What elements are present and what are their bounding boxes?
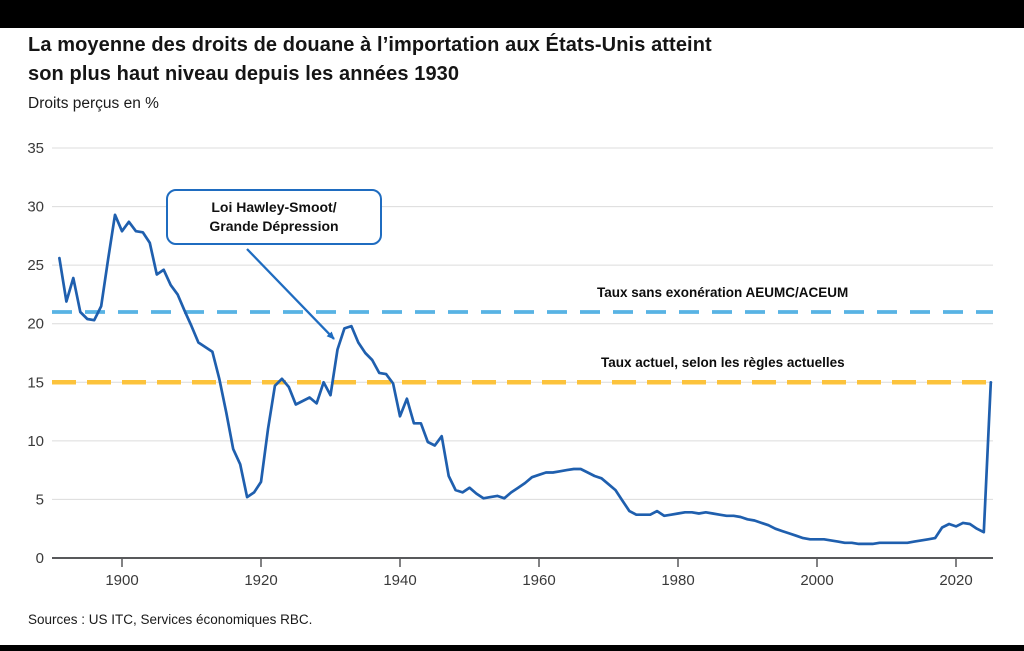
chart-title-line2: son plus haut niveau depuis les années 1…	[28, 63, 460, 85]
top-border-bar	[0, 0, 1024, 28]
y-tick-label-20: 20	[27, 316, 44, 333]
x-tick-label-1940: 1940	[383, 572, 416, 589]
hawley-smoot-annotation: Loi Hawley-Smoot/ Grande Dépression	[166, 189, 382, 245]
x-tick-label-2020: 2020	[939, 572, 972, 589]
x-tick-label-1900: 1900	[105, 572, 138, 589]
bottom-border-bar	[0, 645, 1024, 651]
source-note: Sources : US ITC, Services économiques R…	[28, 612, 313, 627]
y-axis-unit-label: Droits perçus en %	[28, 95, 159, 112]
tariff-rate-line	[58, 213, 993, 546]
annotation-line2: Grande Dépression	[209, 218, 339, 234]
x-tick-label-1920: 1920	[244, 572, 277, 589]
annotation-line1: Loi Hawley-Smoot/	[211, 199, 337, 215]
aeumc-rate-label: Taux sans exonération AEUMC/ACEUM	[597, 285, 849, 300]
y-tick-label-5: 5	[36, 491, 44, 508]
y-tick-label-15: 15	[27, 374, 44, 391]
x-tick-label-1960: 1960	[522, 572, 555, 589]
y-tick-label-35: 35	[27, 140, 44, 157]
chart-title-line1: La moyenne des droits de douane à l’impo…	[28, 34, 712, 56]
chart-title: La moyenne des droits de douane à l’impo…	[28, 31, 968, 89]
y-tick-label-0: 0	[36, 550, 44, 567]
x-tick-label-1980: 1980	[661, 572, 694, 589]
y-tick-label-10: 10	[27, 433, 44, 450]
y-tick-label-25: 25	[27, 257, 44, 274]
annotation-arrow	[246, 248, 335, 340]
y-tick-label-30: 30	[27, 199, 44, 216]
x-tick-label-2000: 2000	[800, 572, 833, 589]
current-rate-label: Taux actuel, selon les règles actuelles	[601, 355, 845, 370]
